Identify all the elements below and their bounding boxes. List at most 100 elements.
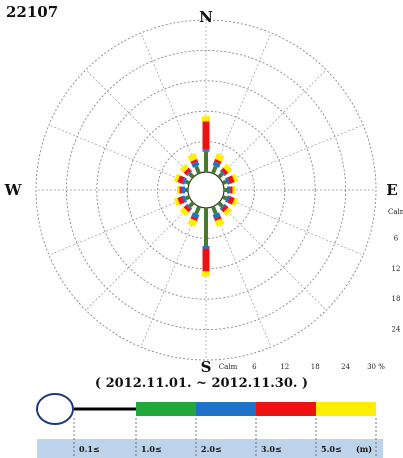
petal-segment	[187, 218, 198, 227]
petal-segment	[217, 172, 224, 179]
calm-circle	[187, 171, 225, 209]
petal-sse	[211, 205, 225, 227]
tick-calm-south: Calm	[219, 363, 238, 371]
petal-segment	[227, 196, 235, 205]
compass-east: E	[386, 181, 397, 199]
petal-segment	[188, 172, 195, 179]
petal-segment	[190, 216, 198, 222]
petal-segment	[225, 177, 231, 185]
petal-segment	[190, 158, 198, 164]
compass-south: S	[201, 358, 212, 372]
petal-ese	[221, 195, 239, 207]
legend-bar-1	[136, 402, 196, 416]
petal-segment	[219, 203, 226, 210]
petal-segment	[191, 212, 200, 219]
petal-segment	[212, 161, 221, 168]
petal-segment	[183, 167, 192, 176]
legend-calm-circle	[36, 393, 74, 425]
grid-spoke	[218, 69, 327, 178]
grid-ring	[35, 19, 377, 361]
petal-ssw	[187, 205, 201, 227]
grid-spoke	[222, 124, 364, 184]
petal-segment	[173, 197, 181, 207]
legend-unit: (m)	[356, 444, 372, 454]
petal-segment	[173, 173, 181, 183]
tick-south-6: 6	[252, 363, 257, 371]
speed-legend: 0.1≤ 1.0≤ 2.0≤ 3.0≤ 5.0≤ (m)	[36, 393, 383, 458]
grid-ring	[157, 141, 255, 239]
compass-west: W	[4, 181, 23, 199]
legend-bar-2	[196, 402, 256, 416]
grid-ring	[96, 80, 316, 300]
tick-east-6: 6	[394, 234, 399, 242]
legend-label-1: 1.0≤	[141, 444, 162, 454]
petal-segment	[212, 212, 221, 219]
legend-bar-3	[256, 402, 316, 416]
petal-segment	[179, 163, 189, 173]
petal-segment	[220, 167, 229, 176]
petal-segment	[177, 175, 185, 184]
legend-label-0: 0.1≤	[79, 444, 100, 454]
petal-segment	[223, 207, 233, 217]
petal-segment	[181, 177, 187, 185]
grid-spoke	[85, 202, 194, 311]
petal-nw	[179, 163, 195, 179]
legend-label-3: 3.0≤	[261, 444, 282, 454]
petal-segment	[187, 153, 198, 162]
legend-label-strip	[37, 439, 383, 458]
tick-east-24: 24	[392, 326, 401, 334]
legend-bar-0	[74, 407, 136, 411]
tick-south-30: 30 %	[367, 363, 385, 371]
grid-spoke	[212, 32, 272, 174]
petal-wnw	[173, 173, 191, 185]
petal-segment	[181, 195, 187, 203]
wind-rose-chart: N E S W Calm Calm 6 6 12 12 18 18 24 24 30 %	[4, 8, 403, 372]
grid-spoke	[222, 196, 364, 256]
petal-segment	[191, 161, 200, 168]
tick-south-12: 12	[280, 363, 289, 371]
grid-spoke	[140, 32, 200, 174]
petal-segment	[214, 153, 225, 162]
petal-segment	[214, 158, 222, 164]
grid-spoke	[218, 202, 327, 311]
petal-segment	[223, 163, 233, 173]
station-id: 22107	[6, 3, 59, 21]
petal-sw	[179, 201, 195, 217]
petal-wsw	[173, 195, 191, 207]
petal-ene	[221, 173, 239, 185]
tick-south-18: 18	[311, 363, 320, 371]
petal-segment	[225, 195, 231, 203]
petal-segment	[231, 173, 239, 183]
compass-north: N	[199, 8, 213, 26]
petal-segment	[194, 205, 201, 215]
grid-spoke	[212, 206, 272, 348]
grid-spoke	[48, 124, 190, 184]
tick-east-18: 18	[392, 295, 401, 303]
petal-se	[217, 201, 233, 217]
petal-segment	[179, 207, 189, 217]
petal-nnw	[187, 153, 201, 175]
tick-south-24: 24	[341, 363, 350, 371]
petal-segment	[211, 205, 218, 215]
petal-segment	[184, 195, 191, 201]
petal-segment	[227, 175, 235, 184]
grid-spoke	[85, 69, 194, 178]
period-label: ( 2012.11.01. ~ 2012.11.30. )	[94, 376, 309, 391]
petal-segment	[219, 170, 226, 177]
petal-segment	[183, 204, 192, 213]
grid-spoke	[140, 206, 200, 348]
petal-segment	[186, 203, 193, 210]
petal-segment	[184, 179, 191, 185]
petal-segment	[186, 170, 193, 177]
petal-segment	[220, 204, 229, 213]
petal-segment	[214, 218, 225, 227]
petal-segment	[231, 197, 239, 207]
tick-calm-east: Calm	[388, 208, 403, 216]
petal-segment	[214, 216, 222, 222]
petal-segment	[217, 201, 224, 208]
grid-spoke	[48, 196, 190, 256]
legend-label-4: 5.0≤	[321, 444, 342, 454]
petal-segment	[221, 195, 228, 201]
petals	[173, 116, 239, 277]
petal-segment	[211, 165, 218, 175]
